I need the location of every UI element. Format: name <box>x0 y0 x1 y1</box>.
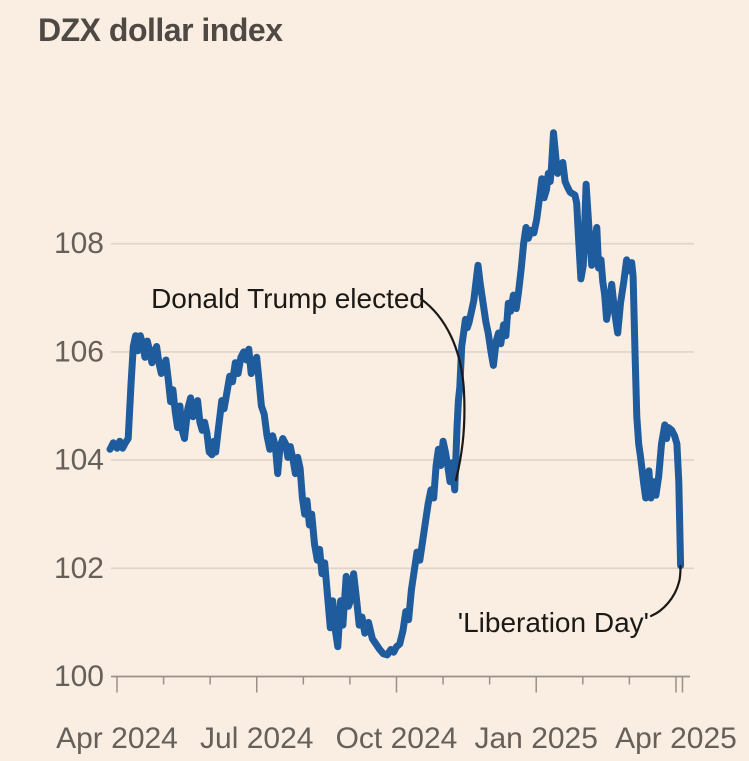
y-tick-label: 104 <box>54 444 104 477</box>
y-tick-label: 108 <box>54 227 104 260</box>
x-tick-label: Apr 2024 <box>56 722 178 755</box>
chart-title: DZX dollar index <box>38 12 283 48</box>
annotation-pointer-trump <box>419 297 466 482</box>
annotation-pointer-liberation <box>649 564 682 618</box>
x-tick-label: Oct 2024 <box>336 722 458 755</box>
annotation-label-liberation: 'Liberation Day' <box>458 607 649 638</box>
x-tick-label: Jul 2024 <box>200 722 313 755</box>
y-tick-label: 102 <box>54 552 104 585</box>
x-tick-label: Apr 2025 <box>615 722 737 755</box>
y-tick-label: 106 <box>54 335 104 368</box>
annotation-label-trump: Donald Trump elected <box>151 283 425 314</box>
y-tick-label: 100 <box>54 660 104 693</box>
data-line <box>106 129 685 659</box>
x-tick-label: Jan 2025 <box>474 722 597 755</box>
